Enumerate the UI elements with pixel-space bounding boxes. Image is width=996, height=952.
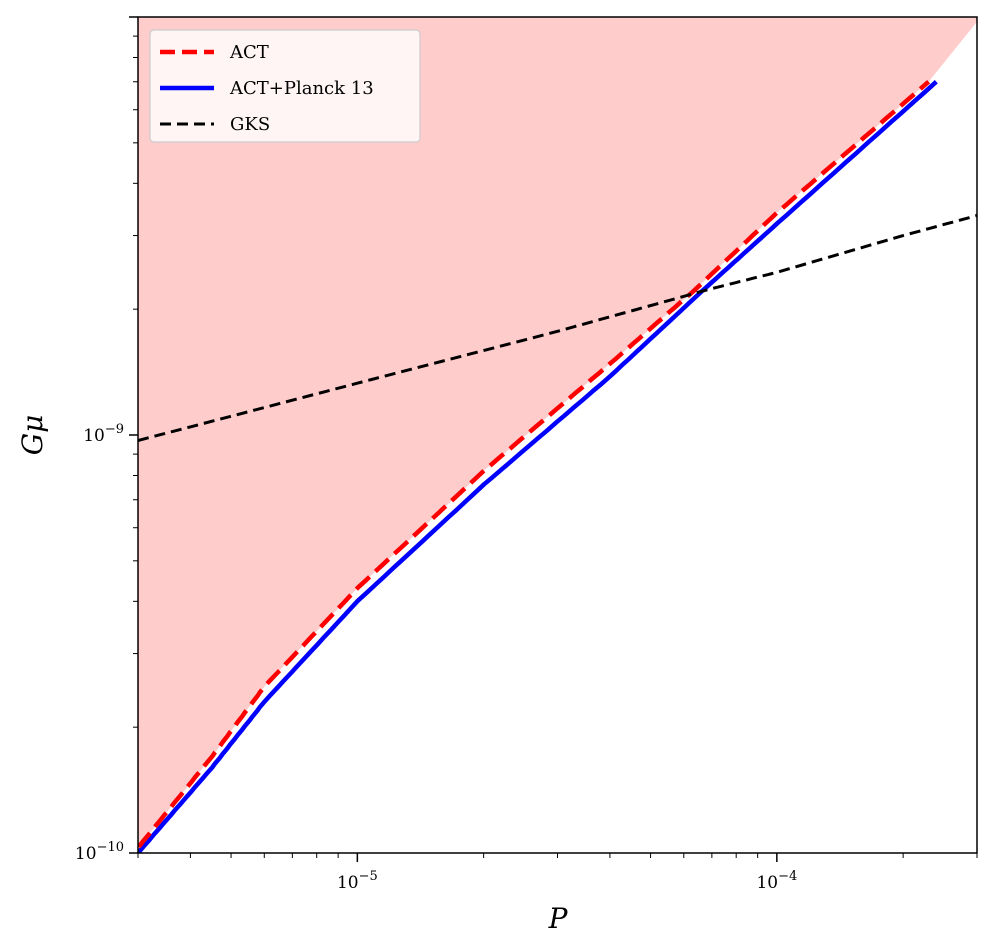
plot-area — [138, 17, 977, 853]
legend-box — [149, 29, 421, 143]
legend: ACT ACT+Planck 13 GKS — [149, 29, 421, 143]
y-tick-label: 10−10 — [75, 840, 124, 864]
legend-label: ACT+Planck 13 — [229, 78, 374, 99]
shaded-excluded-region — [138, 17, 977, 848]
legend-label: GKS — [230, 114, 270, 135]
x-tick-label: 10−4 — [756, 869, 797, 893]
y-tick-label: 10−9 — [83, 422, 124, 446]
y-axis-ticks: 10−10 10−9 — [75, 16, 138, 864]
x-tick-label: 10−5 — [337, 869, 378, 893]
x-axis-label: P — [548, 902, 569, 935]
x-axis-ticks: 10−5 10−4 — [137, 853, 978, 893]
legend-items: ACT ACT+Planck 13 GKS — [160, 42, 374, 135]
series-line-gks — [138, 214, 977, 442]
series-layer — [138, 80, 977, 853]
legend-label: ACT — [229, 42, 269, 63]
series-line-act — [138, 80, 931, 849]
y-axis-label: Gμ — [16, 415, 49, 456]
series-line-act-planck-13 — [138, 80, 938, 853]
